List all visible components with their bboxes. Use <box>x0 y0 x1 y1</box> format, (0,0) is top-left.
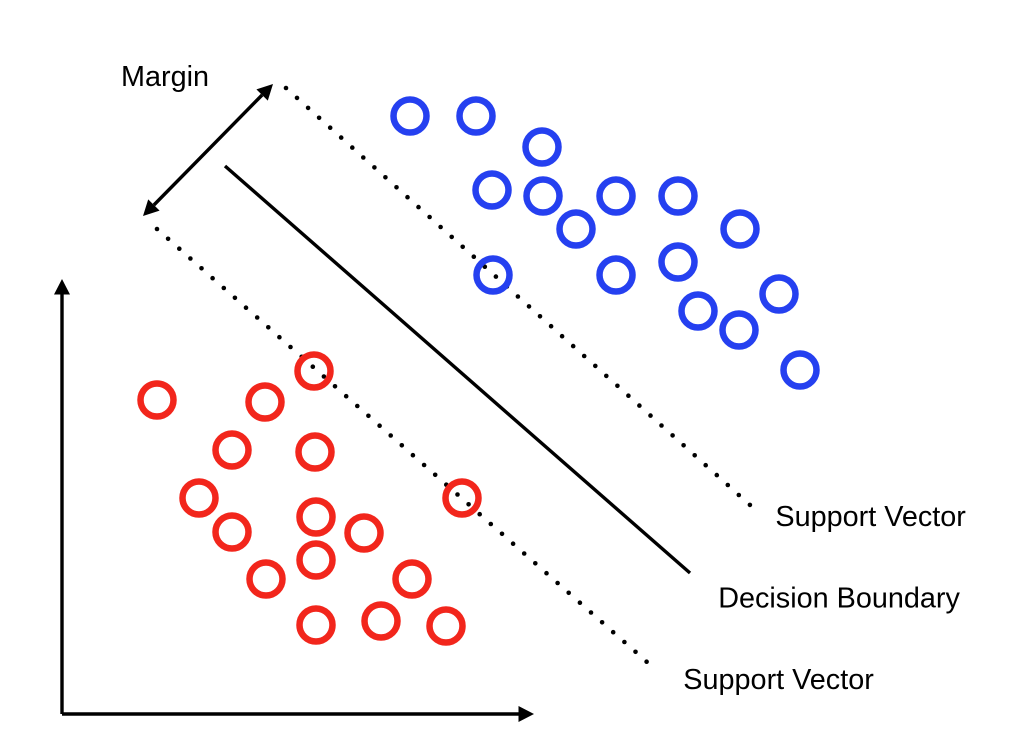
svg-text:Support Vector: Support Vector <box>683 664 874 696</box>
svg-text:Margin: Margin <box>121 61 209 93</box>
svg-text:Support Vector: Support Vector <box>775 501 966 533</box>
svg-text:Decision Boundary: Decision Boundary <box>718 583 960 615</box>
